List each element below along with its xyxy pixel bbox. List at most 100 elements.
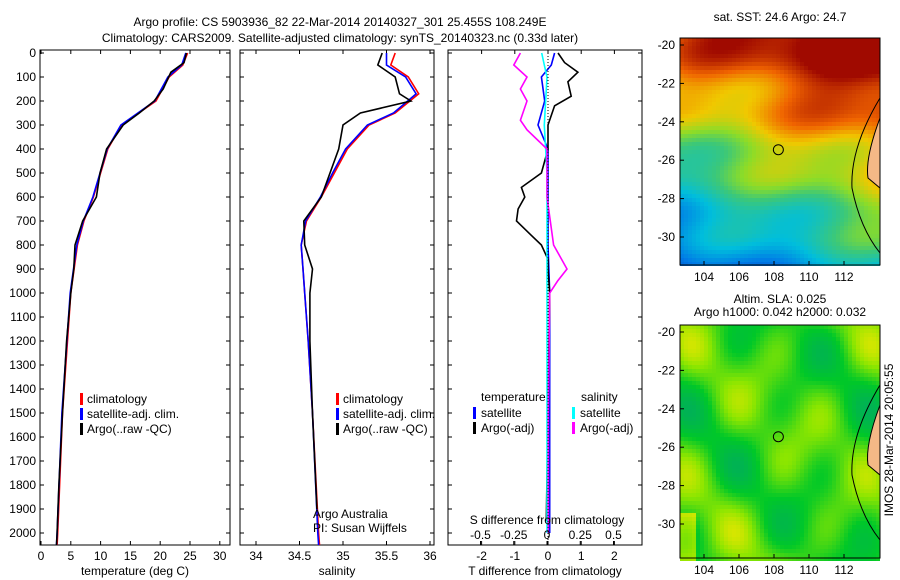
map-cell <box>760 325 764 329</box>
map-cell <box>688 98 692 102</box>
map-cell <box>780 66 784 70</box>
map-cell <box>796 42 800 46</box>
map-cell <box>748 429 752 433</box>
map-cell <box>828 373 832 377</box>
map-cell <box>684 325 688 329</box>
map-cell <box>816 178 820 182</box>
map-cell <box>780 325 784 329</box>
map-cell <box>772 445 776 449</box>
map-cell <box>868 258 872 262</box>
map-cell <box>696 206 700 210</box>
map-cell <box>796 469 800 473</box>
map-cell <box>792 242 796 246</box>
map-cell <box>784 337 788 341</box>
map-cell <box>852 198 856 202</box>
map-cell <box>740 54 744 58</box>
map-cell <box>848 102 852 106</box>
map-cell <box>700 218 704 222</box>
map-cell <box>872 389 876 393</box>
map-cell <box>844 417 848 421</box>
map-cell <box>800 210 804 214</box>
map-cell <box>692 230 696 234</box>
map-cell <box>832 425 836 429</box>
map-cell <box>840 66 844 70</box>
map-cell <box>788 333 792 337</box>
map-cell <box>784 190 788 194</box>
map-cell <box>800 405 804 409</box>
map-cell <box>716 166 720 170</box>
map-cell <box>724 469 728 473</box>
map-cell <box>768 254 772 258</box>
map-cell <box>868 102 872 106</box>
map-cell <box>740 74 744 78</box>
map-cell <box>744 465 748 469</box>
map-cell <box>776 329 780 333</box>
map-cell <box>768 465 772 469</box>
map-cell <box>756 114 760 118</box>
map-cell <box>816 222 820 226</box>
map-cell <box>708 202 712 206</box>
map-cell <box>800 142 804 146</box>
map-cell <box>876 86 880 90</box>
map-cell <box>808 465 812 469</box>
map-cell <box>780 110 784 114</box>
map-cell <box>760 441 764 445</box>
map-cell <box>824 54 828 58</box>
map-cell <box>832 413 836 417</box>
map-cell <box>728 361 732 365</box>
map-cell <box>872 82 876 86</box>
map-cell <box>724 38 728 42</box>
map-cell <box>832 114 836 118</box>
map-cell <box>732 162 736 166</box>
map-cell <box>824 397 828 401</box>
map-cell <box>768 158 772 162</box>
map-cell <box>816 401 820 405</box>
map-cell <box>808 66 812 70</box>
x-tick-label: 25 <box>183 549 197 563</box>
map-cell <box>844 377 848 381</box>
map-cell <box>828 130 832 134</box>
map-cell <box>864 449 868 453</box>
map-cell <box>716 429 720 433</box>
map-cell <box>820 421 824 425</box>
map-cell <box>736 150 740 154</box>
map-cell <box>680 186 684 190</box>
map-cell <box>708 341 712 345</box>
map-cell <box>724 373 728 377</box>
map-cell <box>760 465 764 469</box>
map-cell <box>700 393 704 397</box>
map-cell <box>856 50 860 54</box>
map-cell <box>720 182 724 186</box>
map-cell <box>736 230 740 234</box>
map-cell <box>680 90 684 94</box>
map-cell <box>860 94 864 98</box>
map-cell <box>780 365 784 369</box>
map-cell <box>728 106 732 110</box>
map-cell <box>816 349 820 353</box>
map-cell <box>852 210 856 214</box>
map-cell <box>796 329 800 333</box>
map-cell <box>692 329 696 333</box>
map-cell <box>700 397 704 401</box>
map-cell <box>788 74 792 78</box>
map-cell <box>724 361 728 365</box>
map-cell <box>692 433 696 437</box>
map-cell <box>856 202 860 206</box>
map-cell <box>716 393 720 397</box>
map-cell <box>688 214 692 218</box>
map-cell <box>684 441 688 445</box>
map-cell <box>744 102 748 106</box>
map-cell <box>776 134 780 138</box>
map-cell <box>688 329 692 333</box>
map-cell <box>864 401 868 405</box>
map-cell <box>876 58 880 62</box>
map-cell <box>768 234 772 238</box>
map-cell <box>812 190 816 194</box>
map-cell <box>812 413 816 417</box>
map-cell <box>872 341 876 345</box>
map-cell <box>700 206 704 210</box>
map-cell <box>688 94 692 98</box>
map-cell <box>848 150 852 154</box>
map-cell <box>724 62 728 66</box>
map-cell <box>816 46 820 50</box>
